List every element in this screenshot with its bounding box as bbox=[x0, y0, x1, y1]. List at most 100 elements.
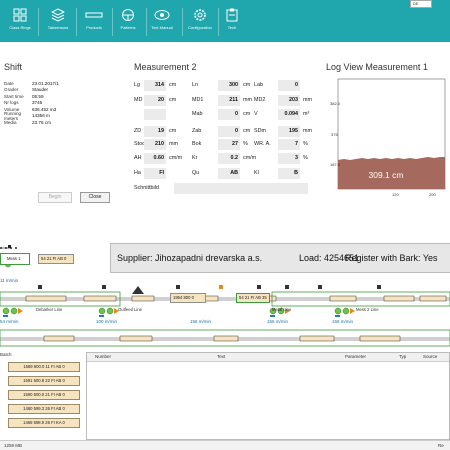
production-line: Mess 1 54 21 FI AB 0 11 m/min Supplier: … bbox=[0, 208, 450, 348]
measurement-value-text: 211 bbox=[229, 97, 238, 103]
log-tag[interactable]: 54 21 FI AB 0 bbox=[38, 254, 74, 264]
measurement-value-text: 0 bbox=[235, 128, 238, 134]
measurement-value: AB bbox=[218, 168, 240, 179]
class-rings-icon bbox=[13, 8, 27, 22]
supplier-bar: Supplier: Jihozapadni drevarska a.s. Loa… bbox=[110, 243, 450, 273]
log-view-title: Log View Measurement 1 bbox=[326, 62, 428, 72]
batch-row[interactable]: 1469 598.9 26 FI KA 0 bbox=[8, 418, 80, 428]
measurement-value-text: B bbox=[294, 170, 298, 176]
measurement-value: 7 bbox=[278, 139, 300, 150]
measurement-unit: % bbox=[303, 155, 308, 161]
toolbar-tech-button[interactable]: Tech bbox=[216, 6, 248, 40]
station-label: Metal Line bbox=[272, 307, 292, 312]
measurement-title: Measurement 2 bbox=[134, 62, 197, 72]
column-header[interactable]: Source bbox=[423, 354, 438, 359]
log-view-chart: 382.0 375 187.0 309.1 cm 120 200 bbox=[330, 78, 446, 197]
schnittbild-field[interactable] bbox=[174, 183, 308, 194]
mess1-station[interactable]: Mess 1 bbox=[0, 253, 30, 265]
station-label: Outfeed Line bbox=[118, 307, 142, 312]
measurement-unit: % bbox=[303, 141, 308, 147]
measurement-value: 0.094 bbox=[278, 109, 300, 120]
measurement-label: Kr bbox=[192, 155, 198, 161]
measurement-unit: cm bbox=[243, 128, 251, 134]
memory-usage: 1259 MB bbox=[4, 443, 23, 448]
log-tag[interactable]: 54 21 FI AB 35 bbox=[236, 293, 270, 303]
speed-readout: 156 m/min bbox=[332, 319, 354, 324]
measurement-value-text: 300 bbox=[229, 82, 238, 88]
shift-value: 23.76 cm bbox=[32, 119, 51, 125]
measurement-value: 0.60 bbox=[144, 153, 166, 164]
shift-rows: Date 23.01.2017/1 Grader Stauder Start tim… bbox=[4, 80, 114, 126]
measurement-label: SDm bbox=[254, 128, 266, 134]
log-profile-fill bbox=[338, 157, 445, 189]
column-header[interactable]: Parameter bbox=[345, 354, 367, 359]
measurement-label: Bok bbox=[192, 141, 202, 147]
toolbar-class-rings-button[interactable]: Class Rings bbox=[4, 6, 36, 40]
measurement-value-text: FI bbox=[159, 170, 164, 176]
measurement-value-text: 3 bbox=[295, 155, 298, 161]
toolbar-patterns-button[interactable]: Patterns bbox=[112, 6, 144, 40]
toolbar-text-manual-button[interactable]: Text Manual bbox=[146, 6, 178, 40]
x-tick-label: 120 bbox=[392, 192, 399, 197]
log-tag[interactable]: 1954 800 0 bbox=[170, 293, 206, 303]
measurement-value: 20 bbox=[144, 95, 166, 106]
shift-key: Media bbox=[4, 119, 17, 125]
batch-row[interactable]: 1591 600.8 22 FI AB 0 bbox=[8, 376, 80, 386]
language-select[interactable]: DE bbox=[410, 0, 432, 8]
toolbar-products-button[interactable]: Products bbox=[78, 6, 110, 40]
measurement-value: 314 bbox=[144, 80, 166, 91]
measurement-value-text: 195 bbox=[289, 128, 298, 134]
clipboard-icon bbox=[226, 8, 238, 22]
measurement-unit: cm/m bbox=[169, 155, 183, 161]
shift-value: 3745 bbox=[32, 100, 43, 106]
measurement-value-text: 0.094 bbox=[284, 111, 299, 117]
mess1-label: Mess 1 bbox=[7, 256, 21, 261]
patterns-icon bbox=[122, 9, 134, 21]
shift-value: 14356 m bbox=[32, 113, 50, 119]
measurement-value-text: AB bbox=[230, 170, 238, 176]
shift-value: 23.01.2017/1 bbox=[32, 80, 59, 86]
conveyor-lines bbox=[0, 245, 450, 347]
column-header[interactable]: Number bbox=[95, 354, 112, 359]
shift-title: Shift bbox=[4, 62, 23, 72]
batch-row[interactable]: 1590 600.0 21 FI AB 0 bbox=[8, 390, 80, 400]
toolbar-tabsensors-button[interactable]: Tabsensors bbox=[42, 6, 74, 40]
gear-icon bbox=[194, 9, 206, 21]
status-bar: 1259 MB Re bbox=[0, 440, 450, 450]
toolbar-label: Tabsensors bbox=[47, 25, 69, 30]
schnittbild-label: Schnittbild bbox=[134, 185, 159, 191]
measurement-unit: mm bbox=[243, 97, 252, 103]
y-tick-label: 187.0 bbox=[330, 162, 341, 167]
batch-row[interactable]: 1460 599.3 26 FI AB 0 bbox=[8, 404, 80, 414]
measurement-label: Mab bbox=[192, 111, 203, 117]
y-tick-label: 375 bbox=[331, 132, 338, 137]
measurement-label: ZD bbox=[134, 128, 142, 134]
pusher-marker bbox=[132, 286, 144, 294]
close-button[interactable]: Close bbox=[80, 192, 110, 203]
measurement-unit: cm bbox=[243, 111, 251, 117]
measurement-value-text: 19 bbox=[158, 128, 164, 134]
measurement-value-text: 0 bbox=[235, 111, 238, 117]
messages-table[interactable]: Number Text Parameter Typ Source bbox=[86, 352, 450, 440]
batch-row[interactable]: 1589 600.0 11 FI AB 0 bbox=[8, 362, 80, 372]
measurement-value: 3 bbox=[278, 153, 300, 164]
measurement-label: Zab bbox=[192, 128, 202, 134]
measurement-value-text: 7 bbox=[295, 141, 298, 147]
supplier-label: Supplier: Jihozapadni drevarska a.s. bbox=[117, 253, 263, 263]
column-header[interactable]: Text bbox=[217, 354, 226, 359]
begin-button[interactable]: Begin bbox=[38, 192, 72, 203]
shift-key: Grader bbox=[4, 87, 19, 93]
measurement-value-text: 20 bbox=[158, 97, 164, 103]
shift-row: Nr logs 3745 bbox=[4, 100, 114, 107]
toolbar-label: Products bbox=[86, 25, 102, 30]
toolbar-configuration-button[interactable]: Configuration bbox=[184, 6, 216, 40]
measurement-panel: Measurement 2 Lg 314 cm Ln 300 cm Lab 0 MD 20 cm MD… bbox=[128, 55, 314, 205]
column-header[interactable]: Typ bbox=[399, 354, 407, 359]
y-tick-label: 382.0 bbox=[330, 101, 341, 106]
measurement-value: 0 bbox=[218, 109, 240, 120]
speed-readout: 156 m/min bbox=[267, 319, 289, 324]
shift-panel: Shift Date 23.01.2017/1 Grader Stauder Sta… bbox=[0, 55, 122, 205]
speed-readout: 11 m/min bbox=[0, 278, 19, 283]
log-view-panel: Log View Measurement 1 382.0 375 187.0 3… bbox=[320, 55, 450, 205]
measurement-value: 300 bbox=[218, 80, 240, 91]
